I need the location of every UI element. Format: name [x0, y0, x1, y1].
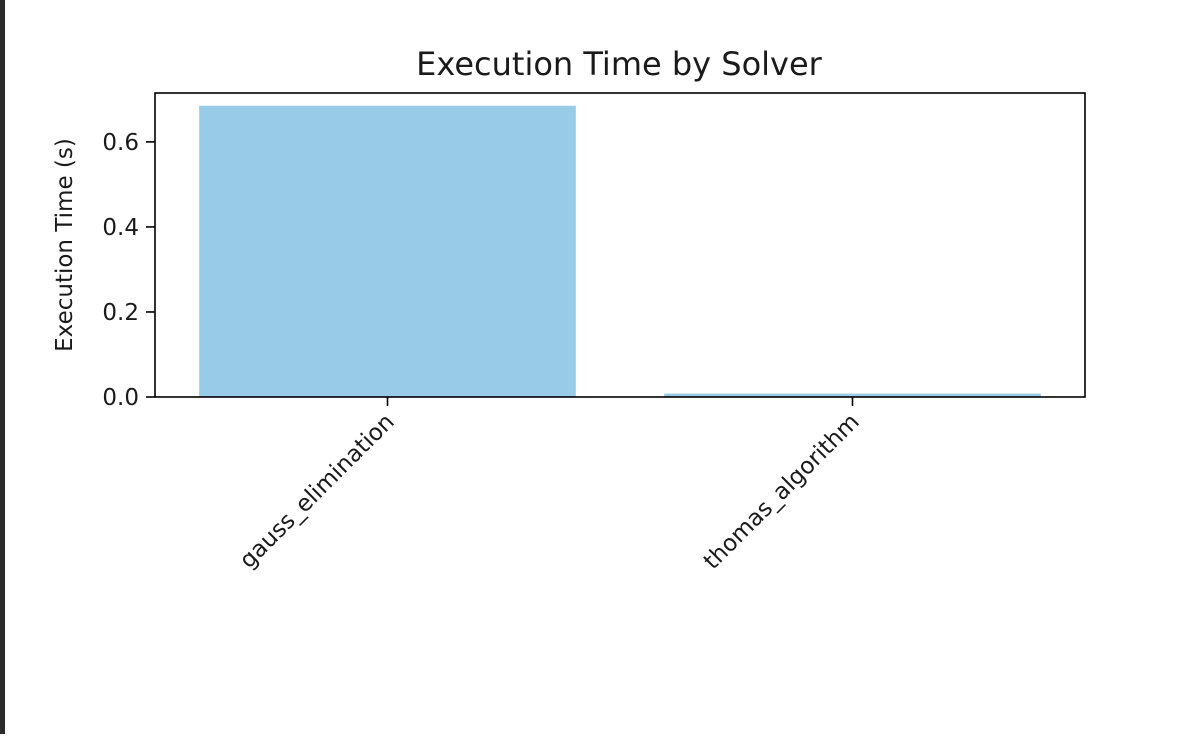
bars-layer [199, 105, 1041, 397]
y-ticks-layer: 0.0 0.2 0.4 0.6 [102, 130, 155, 411]
y-tick-label: 0.6 [102, 130, 139, 156]
y-axis-label: Execution Time (s) [52, 138, 78, 352]
x-tick-label: thomas_algorithm [699, 409, 865, 575]
window-edge [0, 0, 5, 734]
y-tick-label: 0.2 [102, 300, 139, 326]
plot-area-frame [154, 92, 1086, 398]
chart-title: Execution Time by Solver [416, 45, 823, 83]
bar-gauss_elimination [199, 105, 576, 397]
x-tick-label: gauss_elimination [235, 409, 400, 574]
x-ticks-layer: gauss_elimination thomas_algorithm [235, 397, 865, 575]
y-tick-label: 0.0 [102, 385, 139, 411]
y-tick-label: 0.4 [102, 215, 139, 241]
bar-thomas_algorithm [664, 393, 1041, 397]
